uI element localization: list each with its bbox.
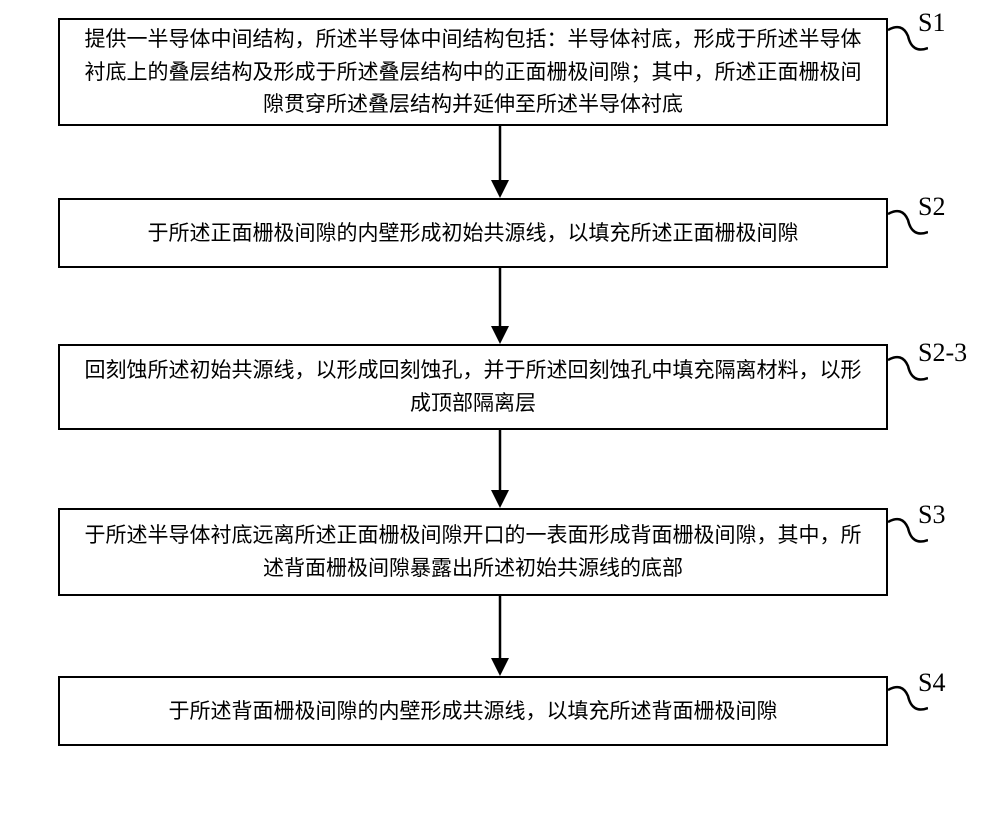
step-label-s3: S3 xyxy=(918,500,945,530)
step-box-s2: 于所述正面栅极间隙的内壁形成初始共源线，以填充所述正面栅极间隙 xyxy=(58,198,888,268)
step-box-s1: 提供一半导体中间结构，所述半导体中间结构包括：半导体衬底，形成于所述半导体衬底上… xyxy=(58,18,888,126)
step-label-s2: S2 xyxy=(918,192,945,222)
flowchart-canvas: 提供一半导体中间结构，所述半导体中间结构包括：半导体衬底，形成于所述半导体衬底上… xyxy=(0,0,1000,833)
arrow-s3-s4 xyxy=(485,596,515,676)
step-box-s2-3: 回刻蚀所述初始共源线，以形成回刻蚀孔，并于所述回刻蚀孔中填充隔离材料，以形成顶部… xyxy=(58,344,888,430)
step-label-s1: S1 xyxy=(918,8,945,38)
step-label-s2-3: S2-3 xyxy=(918,338,967,368)
step-box-s4: 于所述背面栅极间隙的内壁形成共源线，以填充所述背面栅极间隙 xyxy=(58,676,888,746)
arrow-s2-s23 xyxy=(485,268,515,344)
step-box-s3: 于所述半导体衬底远离所述正面栅极间隙开口的一表面形成背面栅极间隙，其中，所述背面… xyxy=(58,508,888,596)
step-text: 于所述背面栅极间隙的内壁形成共源线，以填充所述背面栅极间隙 xyxy=(169,695,778,728)
step-text: 于所述正面栅极间隙的内壁形成初始共源线，以填充所述正面栅极间隙 xyxy=(148,217,799,250)
arrow-s23-s3 xyxy=(485,430,515,508)
step-label-s4: S4 xyxy=(918,668,945,698)
step-text: 于所述半导体衬底远离所述正面栅极间隙开口的一表面形成背面栅极间隙，其中，所述背面… xyxy=(80,519,866,584)
step-text: 回刻蚀所述初始共源线，以形成回刻蚀孔，并于所述回刻蚀孔中填充隔离材料，以形成顶部… xyxy=(80,354,866,419)
step-text: 提供一半导体中间结构，所述半导体中间结构包括：半导体衬底，形成于所述半导体衬底上… xyxy=(80,23,866,121)
arrow-s1-s2 xyxy=(485,126,515,198)
